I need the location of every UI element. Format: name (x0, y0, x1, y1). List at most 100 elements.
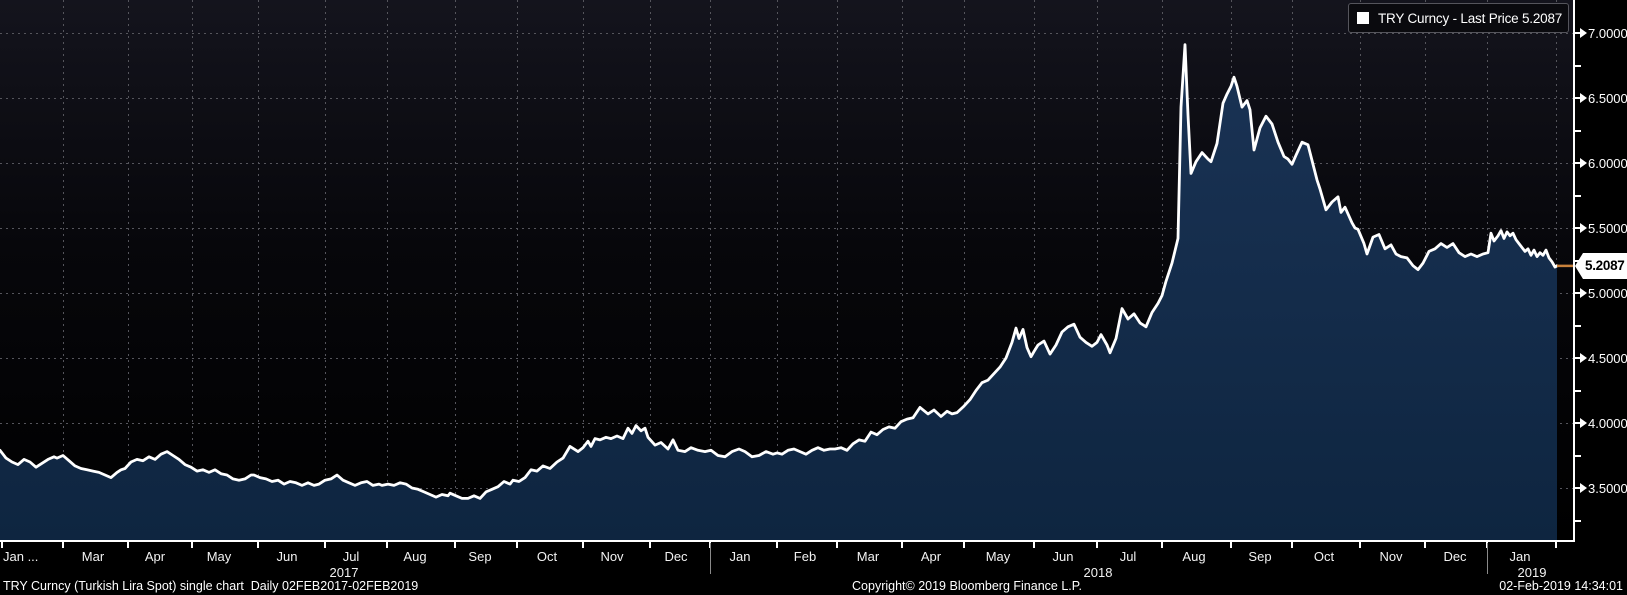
y-tick-arrow-icon (1580, 223, 1587, 233)
y-tick-value: 5.0000 (1588, 285, 1627, 301)
x-axis-month-label: Oct (536, 549, 558, 564)
y-tick-line (1575, 487, 1580, 489)
y-axis-label: 6.5000 (1575, 89, 1627, 107)
last-price-tag: 5.2087 (1575, 252, 1627, 279)
x-axis-month-label: Sep (1248, 549, 1272, 564)
y-minor-tick (1575, 454, 1581, 457)
x-month-tick (1033, 542, 1035, 548)
x-month-tick (582, 542, 584, 548)
x-month-tick (836, 542, 838, 548)
x-month-tick (649, 542, 651, 548)
timestamp: 02-Feb-2019 14:34:01 (1499, 579, 1623, 593)
y-tick-line (1575, 227, 1580, 229)
chart-plot-area[interactable]: TRY Curncy - Last Price 5.2087 (0, 0, 1575, 542)
y-tick-arrow-icon (1580, 93, 1587, 103)
last-price-value: 5.2087 (1583, 252, 1627, 279)
y-tick-arrow-icon (1580, 158, 1587, 168)
x-axis-month-label: Jan ... (3, 549, 39, 564)
y-axis: 5.2087 7.0000 6.5000 6.0000 5.5000 5.0000 4.5… (1575, 0, 1627, 542)
y-tick-line (1575, 32, 1580, 34)
x-axis-month-label: Jun (1052, 549, 1074, 564)
x-axis-month-label: Nov (600, 549, 624, 564)
x-month-tick (516, 542, 518, 548)
y-tick-value: 7.0000 (1588, 25, 1627, 41)
x-axis-month-label: Jul (1119, 549, 1137, 564)
x-axis-month-label: Oct (1313, 549, 1335, 564)
x-axis-month-label: Aug (403, 549, 427, 564)
legend[interactable]: TRY Curncy - Last Price 5.2087 (1348, 3, 1569, 33)
y-axis-label: 5.5000 (1575, 219, 1627, 237)
y-axis-label: 3.5000 (1575, 479, 1627, 497)
y-tick-value: 6.0000 (1588, 155, 1627, 171)
x-axis-month-label: Aug (1182, 549, 1206, 564)
x-month-tick (776, 542, 778, 548)
y-axis-label: 6.0000 (1575, 154, 1627, 172)
y-tick-arrow-icon (1580, 418, 1587, 428)
x-month-tick (1230, 542, 1232, 548)
y-tick-arrow-icon (1580, 483, 1587, 493)
y-tick-line (1575, 422, 1580, 424)
x-month-tick (1, 542, 3, 548)
x-axis-month-label: Apr (144, 549, 166, 564)
x-axis-month-label: Jul (342, 549, 360, 564)
x-month-tick (1291, 542, 1293, 548)
x-month-tick (1096, 542, 1098, 548)
area-fill (0, 44, 1557, 541)
y-minor-tick (1575, 324, 1581, 327)
x-axis-month-label: Mar (81, 549, 105, 564)
x-month-tick (901, 542, 903, 548)
x-month-tick (1555, 542, 1557, 548)
y-minor-tick (1575, 129, 1581, 132)
y-tick-value: 4.0000 (1588, 415, 1627, 431)
x-month-tick (386, 542, 388, 548)
price-line (0, 43, 1559, 500)
y-tick-arrow-icon (1580, 288, 1587, 298)
y-axis-label: 4.0000 (1575, 414, 1627, 432)
y-tick-value: 6.5000 (1588, 90, 1627, 106)
y-tick-value: 5.5000 (1588, 220, 1627, 236)
y-tick-line (1575, 97, 1580, 99)
x-axis-month-label: Dec (1443, 549, 1467, 564)
x-axis-month-label: Jun (276, 549, 298, 564)
x-axis-month-label: Sep (468, 549, 492, 564)
x-month-tick (1161, 542, 1163, 548)
x-axis-year-label: 2019 (1517, 565, 1547, 580)
x-axis-month-label: Jan (729, 549, 751, 564)
x-month-tick (127, 542, 129, 548)
x-month-tick (191, 542, 193, 548)
x-axis: Jan ... Mar Apr May Jun Jul Aug Sep Oct Nov Dec Jan… (0, 542, 1627, 580)
y-tick-arrow-icon (1580, 353, 1587, 363)
year-separator-line (710, 543, 711, 574)
x-axis-year-label: 2017 (329, 565, 359, 580)
x-month-tick (257, 542, 259, 548)
x-axis-month-label: Dec (664, 549, 688, 564)
x-month-tick (963, 542, 965, 548)
legend-label: TRY Curncy - Last Price 5.2087 (1378, 10, 1563, 26)
x-axis-month-label: May (985, 549, 1011, 564)
x-axis-month-label: Mar (856, 549, 880, 564)
x-month-tick (454, 542, 456, 548)
x-month-tick (1424, 542, 1426, 548)
y-tick-value: 3.5000 (1588, 480, 1627, 496)
y-axis-label: 5.0000 (1575, 284, 1627, 302)
y-axis-label: 7.0000 (1575, 24, 1627, 42)
y-minor-tick (1575, 389, 1581, 392)
year-separator-line (1487, 543, 1488, 574)
y-minor-tick (1575, 194, 1581, 197)
legend-swatch-icon (1357, 12, 1369, 24)
x-axis-month-label: Apr (920, 549, 942, 564)
y-tick-line (1575, 162, 1580, 164)
y-minor-tick (1575, 64, 1581, 67)
chart-description: TRY Curncy (Turkish Lira Spot) single ch… (3, 579, 419, 593)
y-minor-tick (1575, 519, 1581, 522)
price-chart-svg (0, 0, 1575, 542)
x-month-tick (62, 542, 64, 548)
x-month-tick (1359, 542, 1361, 548)
copyright-text: Copyright© 2019 Bloomberg Finance L.P. (852, 579, 1082, 593)
y-tick-line (1575, 357, 1580, 359)
x-axis-month-label: Nov (1379, 549, 1403, 564)
x-axis-year-label: 2018 (1083, 565, 1113, 580)
x-axis-month-label: Feb (793, 549, 817, 564)
x-axis-month-label: May (206, 549, 232, 564)
y-tick-value: 4.5000 (1588, 350, 1627, 366)
